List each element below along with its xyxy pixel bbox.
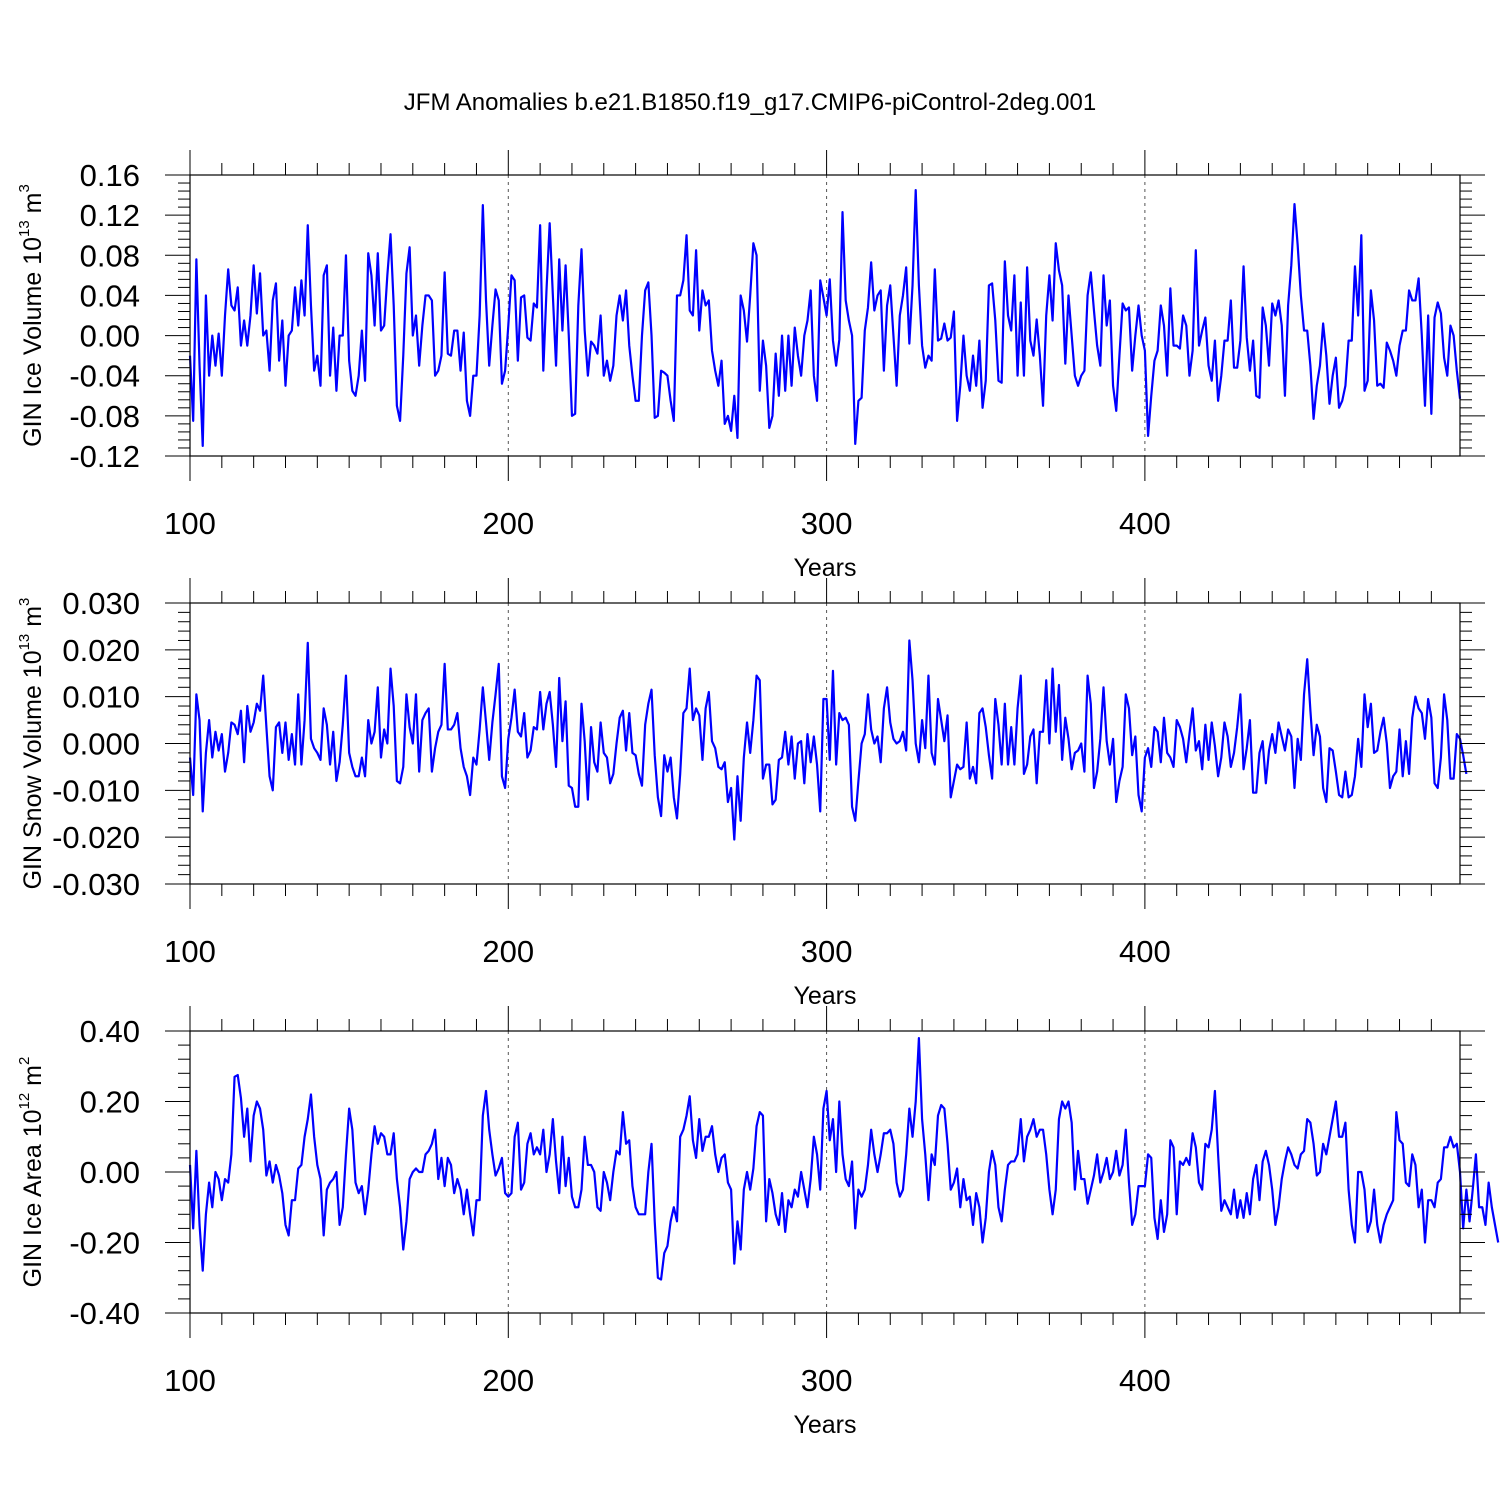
- y-tick-label: 0.030: [62, 586, 140, 621]
- y-tick-label: -0.20: [69, 1226, 140, 1261]
- y-axis-label: GIN Ice Area 1012 m2: [16, 1057, 47, 1288]
- y-tick-label: 0.08: [80, 238, 140, 273]
- series-line: [188, 1036, 1500, 1281]
- series-line: [188, 188, 1462, 448]
- panel-2: 100 200 300 400 -0.030 -0.020 -0.010 0.000 0.010…: [16, 578, 1485, 1010]
- x-axis-label: Years: [793, 1411, 856, 1439]
- x-tick-label: 100: [164, 934, 216, 969]
- x-tick-label: 300: [801, 506, 853, 541]
- x-tick-label: 400: [1119, 506, 1171, 541]
- y-tick-label: -0.40: [69, 1296, 140, 1331]
- series-line: [188, 639, 1468, 841]
- y-tick-label: 0.000: [62, 727, 140, 762]
- y-tick-label: 0.40: [80, 1014, 140, 1049]
- x-tick-label: 100: [164, 1363, 216, 1398]
- panels: 100 200 300 400 -0.12 -0.08 -0.04 0.00 0.04 0.08 0…: [16, 150, 1500, 1439]
- y-tick-label: 0.16: [80, 158, 140, 193]
- plot-frame: [189, 174, 1461, 457]
- x-tick-label: 200: [482, 934, 534, 969]
- x-tick-label: 300: [801, 1363, 853, 1398]
- y-tick-label: 0.04: [80, 278, 140, 313]
- y-tick-label: -0.020: [52, 820, 140, 855]
- y-tick-label: 0.00: [80, 319, 140, 354]
- x-axis-label: Years: [793, 554, 856, 582]
- y-tick-label: 0.00: [80, 1155, 140, 1190]
- y-tick-label: -0.010: [52, 773, 140, 808]
- y-tick-label: -0.08: [69, 399, 140, 434]
- y-axis-label: GIN Ice Volume 1013 m3: [16, 184, 47, 447]
- y-tick-label: -0.12: [69, 439, 140, 474]
- x-tick-label: 400: [1119, 1363, 1171, 1398]
- y-tick-label: 0.010: [62, 680, 140, 715]
- x-tick-label: 300: [801, 934, 853, 969]
- y-tick-label: 0.20: [80, 1085, 140, 1120]
- x-tick-label: 100: [164, 506, 216, 541]
- x-tick-label: 200: [482, 1363, 534, 1398]
- x-tick-label: 400: [1119, 934, 1171, 969]
- panel-3: 100 200 300 400 -0.40 -0.20 0.00 0.20 0.40 Years G…: [16, 1006, 1500, 1439]
- panel-1: 100 200 300 400 -0.12 -0.08 -0.04 0.00 0.04 0.08 0…: [16, 150, 1485, 582]
- y-tick-label: -0.04: [69, 359, 140, 394]
- y-tick-label: 0.020: [62, 633, 140, 668]
- y-tick-label: -0.030: [52, 867, 140, 902]
- x-tick-label: 200: [482, 506, 534, 541]
- y-axis-label: GIN Snow Volume 1013 m3: [16, 598, 47, 890]
- y-tick-label: 0.12: [80, 198, 140, 233]
- x-axis-label: Years: [793, 982, 856, 1010]
- figure-title: JFM Anomalies b.e21.B1850.f19_g17.CMIP6-…: [404, 89, 1096, 116]
